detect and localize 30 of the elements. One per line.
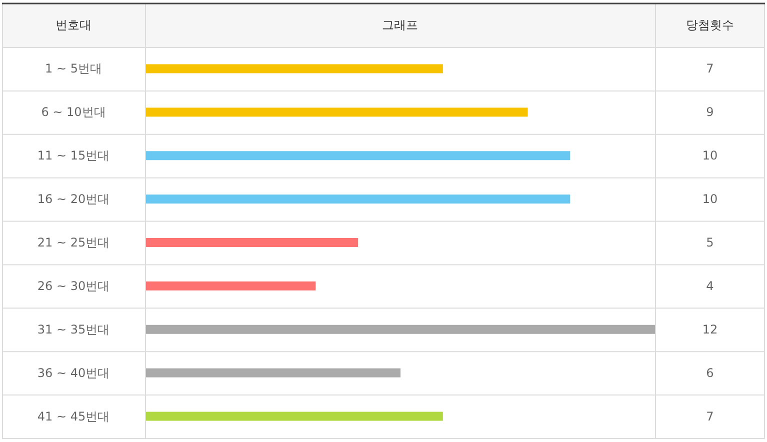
- bar: [146, 281, 316, 290]
- x-axis-title: 그래프: [382, 18, 418, 32]
- data-label: 5: [706, 236, 714, 250]
- y-tick-label: 31 ~ 35번대: [37, 322, 110, 336]
- data-label: 4: [706, 278, 714, 293]
- data-label: 9: [706, 105, 714, 120]
- bar: [146, 64, 443, 74]
- y-tick-label: 6 ~ 10번대: [41, 105, 106, 120]
- bar: [146, 108, 528, 117]
- y-tick-label: 41 ~ 45번대: [37, 409, 110, 424]
- bar: [146, 151, 570, 160]
- bar: [146, 368, 400, 378]
- bar: [146, 238, 358, 247]
- text: 당첨횟수: [686, 18, 734, 32]
- y-tick-label: 36 ~ 40번대: [37, 366, 110, 380]
- y-axis-title: 번호대: [56, 18, 92, 32]
- data-label: 7: [706, 62, 714, 76]
- bar: [146, 324, 655, 334]
- y-tick-label: 21 ~ 25번대: [37, 236, 110, 250]
- y-tick-label: 11 ~ 15번대: [37, 148, 110, 163]
- y-tick-label: 1 ~ 5번대: [45, 62, 102, 76]
- y-tick-label: 26 ~ 30번대: [37, 278, 110, 293]
- y-tick-label: 16 ~ 20번대: [37, 192, 110, 206]
- data-label: 12: [702, 322, 718, 336]
- data-label: 7: [706, 409, 714, 424]
- data-label: 10: [702, 148, 718, 163]
- bar: [146, 194, 570, 204]
- data-label: 10: [702, 192, 718, 206]
- data-label: 6: [706, 366, 714, 380]
- bar: [146, 412, 443, 421]
